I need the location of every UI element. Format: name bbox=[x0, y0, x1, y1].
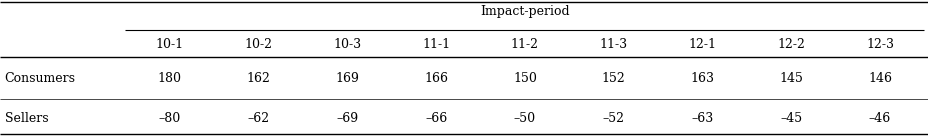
Text: 11-2: 11-2 bbox=[510, 38, 538, 50]
Text: 12-2: 12-2 bbox=[777, 38, 805, 50]
Text: –62: –62 bbox=[247, 112, 269, 126]
Text: 10-2: 10-2 bbox=[244, 38, 272, 50]
Text: –80: –80 bbox=[159, 112, 181, 126]
Text: –66: –66 bbox=[424, 112, 446, 126]
Text: –50: –50 bbox=[513, 112, 535, 126]
Text: 12-3: 12-3 bbox=[865, 38, 893, 50]
Text: 146: 146 bbox=[867, 72, 891, 84]
Text: 163: 163 bbox=[690, 72, 714, 84]
Text: 150: 150 bbox=[512, 72, 536, 84]
Text: 145: 145 bbox=[779, 72, 803, 84]
Text: 10-3: 10-3 bbox=[333, 38, 361, 50]
Text: Consumers: Consumers bbox=[5, 72, 75, 84]
Text: 162: 162 bbox=[246, 72, 270, 84]
Text: 180: 180 bbox=[158, 72, 182, 84]
Text: –69: –69 bbox=[336, 112, 358, 126]
Text: –46: –46 bbox=[868, 112, 890, 126]
Text: 11-3: 11-3 bbox=[599, 38, 627, 50]
Text: 166: 166 bbox=[424, 72, 447, 84]
Text: 152: 152 bbox=[601, 72, 625, 84]
Text: –63: –63 bbox=[690, 112, 713, 126]
Text: –45: –45 bbox=[780, 112, 802, 126]
Text: 10-1: 10-1 bbox=[156, 38, 184, 50]
Text: 169: 169 bbox=[335, 72, 359, 84]
Text: 12-1: 12-1 bbox=[688, 38, 715, 50]
Text: –52: –52 bbox=[602, 112, 624, 126]
Text: Impact-period: Impact-period bbox=[480, 4, 569, 18]
Text: Sellers: Sellers bbox=[5, 112, 48, 126]
Text: 11-1: 11-1 bbox=[421, 38, 450, 50]
